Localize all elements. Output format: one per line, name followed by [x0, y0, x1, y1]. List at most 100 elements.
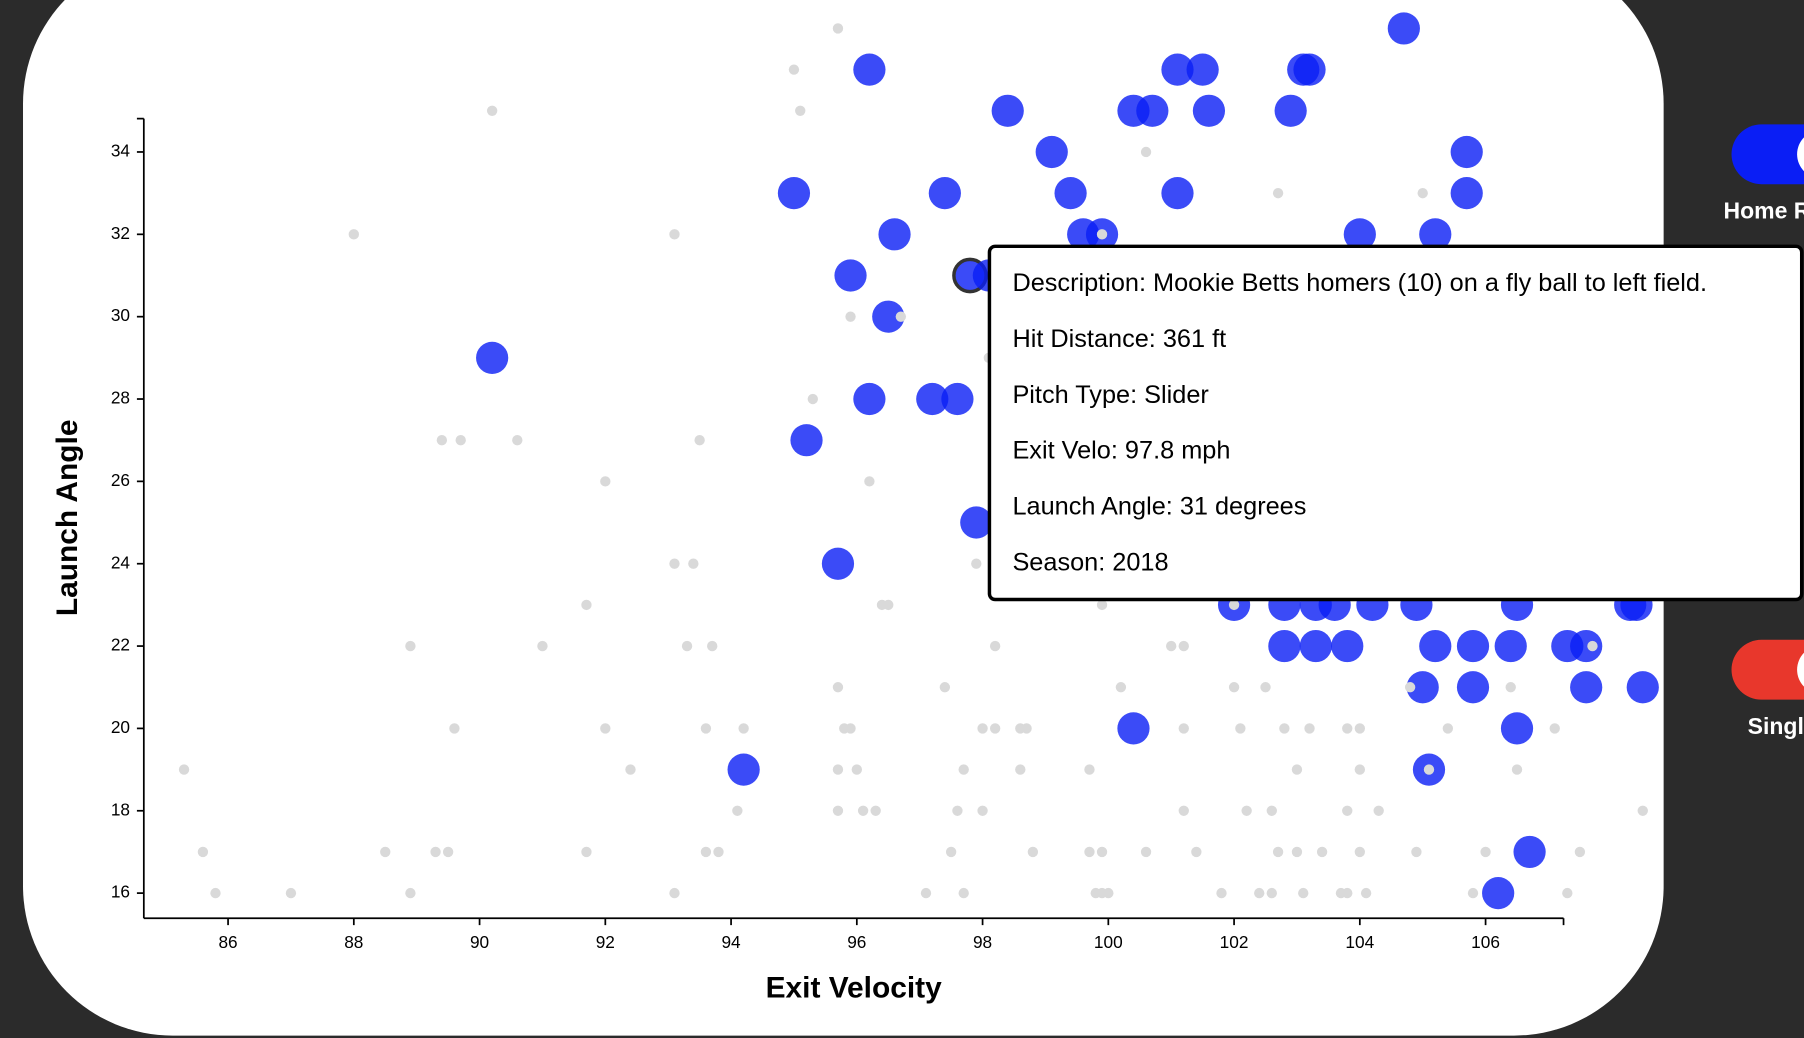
y-tick-label: 22 — [111, 635, 130, 655]
point[interactable] — [1117, 712, 1150, 745]
point-muted — [845, 723, 856, 734]
point-muted — [1103, 887, 1114, 899]
y-tick-label: 26 — [111, 470, 130, 490]
x-axis-title: Exit Velocity — [766, 972, 943, 1005]
point[interactable] — [1331, 629, 1364, 663]
point[interactable] — [872, 300, 905, 333]
point[interactable] — [1570, 629, 1603, 663]
point[interactable] — [1387, 12, 1420, 45]
point[interactable] — [1570, 671, 1603, 704]
point-muted — [952, 805, 963, 816]
point-muted — [738, 723, 749, 734]
point[interactable] — [916, 382, 949, 416]
y-tick-label: 32 — [111, 223, 130, 243]
point[interactable] — [1450, 177, 1483, 210]
point[interactable] — [1419, 629, 1452, 663]
point[interactable] — [1299, 629, 1332, 663]
point-muted — [870, 805, 881, 816]
point-muted — [1511, 764, 1523, 775]
point-muted — [832, 764, 844, 775]
point[interactable] — [1035, 135, 1068, 169]
point-muted — [989, 723, 1001, 734]
point[interactable] — [1186, 53, 1219, 86]
point[interactable] — [1482, 877, 1515, 910]
tooltip-line: Exit Velo: 97.8 mph — [1012, 437, 1230, 465]
y-tick-label: 30 — [111, 305, 130, 325]
point-muted — [1254, 887, 1265, 899]
point-muted — [210, 887, 221, 899]
y-tick-label: 24 — [111, 552, 131, 572]
point[interactable] — [878, 218, 911, 251]
x-tick-label: 96 — [847, 932, 866, 952]
point-muted — [581, 599, 592, 611]
point[interactable] — [790, 424, 823, 457]
point-muted — [1178, 805, 1189, 816]
point[interactable] — [1419, 218, 1452, 251]
x-tick-label: 104 — [1345, 932, 1374, 952]
point-muted — [1342, 805, 1353, 816]
toggle-switch[interactable] — [1731, 124, 1804, 185]
point[interactable] — [853, 382, 886, 416]
x-tick-label: 98 — [973, 932, 992, 952]
y-tick-label: 28 — [111, 388, 130, 408]
point[interactable] — [1161, 177, 1194, 210]
toggles: Home R Singl — [1723, 124, 1804, 739]
point-muted — [537, 640, 548, 652]
point-muted — [1266, 805, 1277, 816]
point[interactable] — [1494, 629, 1527, 663]
point-muted — [600, 476, 611, 487]
point-muted — [700, 723, 712, 734]
point[interactable] — [1268, 629, 1301, 663]
point[interactable] — [1513, 835, 1546, 869]
toggle-knob[interactable] — [1797, 646, 1804, 694]
point-muted — [486, 105, 498, 116]
point[interactable] — [777, 177, 811, 210]
point[interactable] — [1406, 671, 1439, 704]
point-muted — [1637, 805, 1648, 816]
point-muted — [1140, 146, 1152, 158]
point[interactable] — [1343, 218, 1376, 251]
point-muted — [1404, 682, 1416, 693]
point[interactable] — [1136, 94, 1169, 127]
point[interactable] — [991, 94, 1024, 127]
point[interactable] — [960, 506, 993, 539]
point-muted — [1191, 846, 1202, 858]
point-muted — [1084, 846, 1095, 858]
point[interactable] — [1161, 53, 1194, 86]
tooltip-line: Pitch Type: Slider — [1012, 381, 1208, 409]
point[interactable] — [834, 259, 867, 292]
toggle-switch[interactable] — [1731, 639, 1804, 700]
point[interactable] — [1500, 712, 1534, 745]
point[interactable] — [1054, 177, 1087, 210]
point-muted — [1354, 846, 1366, 858]
point[interactable] — [1456, 629, 1490, 663]
point[interactable] — [1192, 94, 1226, 127]
point[interactable] — [1450, 135, 1483, 169]
toggle-knob[interactable] — [1797, 130, 1804, 178]
point-muted — [1304, 723, 1315, 734]
point-muted — [1084, 764, 1095, 775]
point-muted — [455, 435, 466, 446]
point-muted — [1587, 640, 1598, 652]
point[interactable] — [941, 382, 974, 416]
point-muted — [1272, 846, 1284, 858]
point-muted — [732, 805, 743, 816]
y-tick-label: 20 — [111, 717, 130, 737]
point[interactable] — [853, 53, 886, 86]
point[interactable] — [1274, 94, 1307, 127]
point-muted — [625, 764, 636, 775]
point[interactable] — [1456, 671, 1490, 704]
point[interactable] — [821, 547, 855, 580]
point[interactable] — [1626, 671, 1659, 704]
point-muted — [688, 558, 699, 569]
point-muted — [380, 846, 391, 858]
point[interactable] — [1293, 53, 1326, 86]
point[interactable] — [928, 177, 961, 210]
point-muted — [669, 229, 680, 240]
point[interactable] — [727, 753, 760, 786]
point-muted — [920, 887, 932, 899]
point-muted — [669, 887, 680, 899]
x-tick-label: 94 — [721, 932, 741, 952]
point[interactable] — [476, 341, 509, 374]
point-muted — [788, 64, 800, 75]
